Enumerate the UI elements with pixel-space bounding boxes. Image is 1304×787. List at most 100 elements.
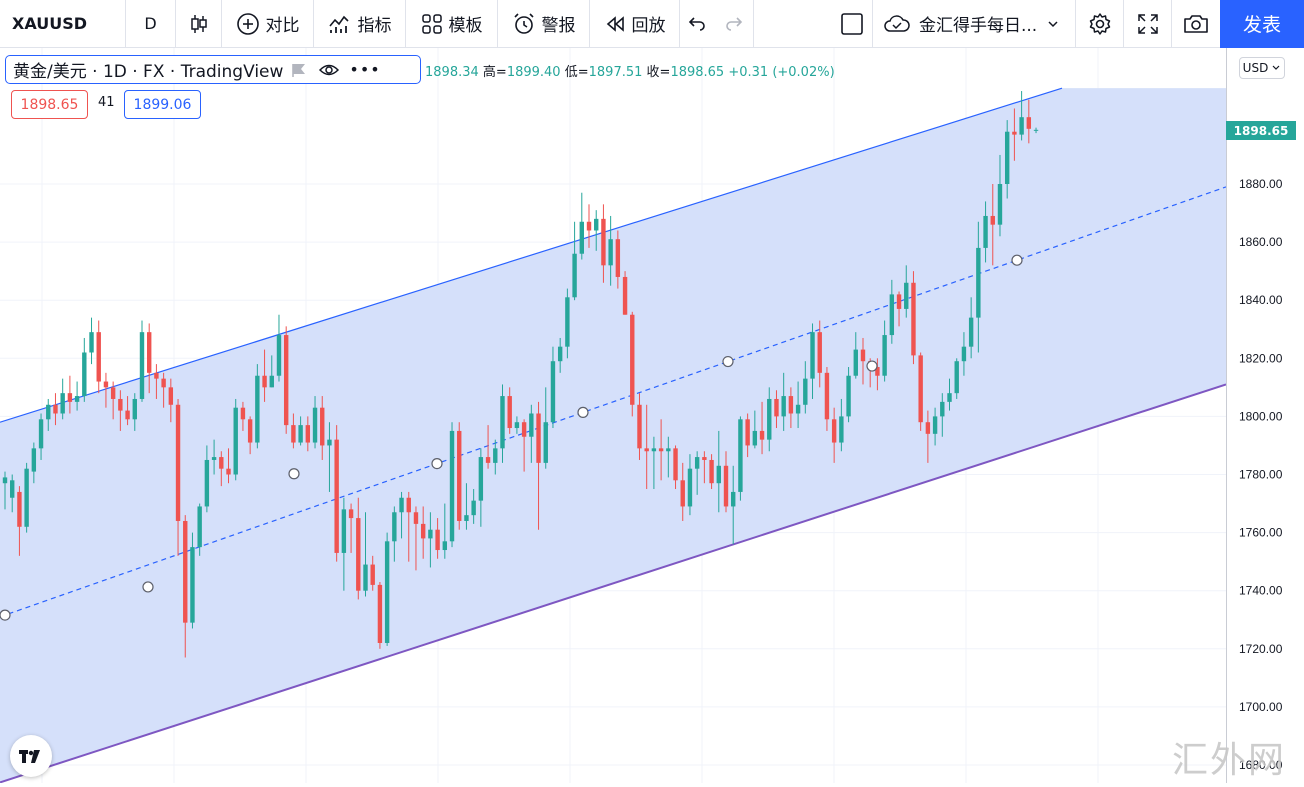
high-value: 1899.40	[506, 65, 561, 80]
candle	[1012, 108, 1017, 161]
plus-circle-icon	[236, 12, 259, 35]
flag-icon[interactable]	[291, 62, 307, 78]
sell-price-button[interactable]: 1898.65	[11, 90, 88, 119]
candle	[190, 532, 195, 629]
candle-body	[89, 332, 94, 353]
indicators-button[interactable]: 指标	[314, 0, 406, 48]
price-tick-label: 1740.00	[1239, 584, 1283, 598]
candle-body	[38, 419, 44, 449]
candle	[1004, 120, 1010, 199]
candle	[702, 451, 707, 484]
redo-button[interactable]	[714, 0, 754, 48]
candle-body	[644, 448, 649, 452]
candle	[370, 555, 375, 591]
top-toolbar: XAUUSD D 对比 指标	[0, 0, 1304, 48]
publish-button[interactable]: 发表	[1220, 0, 1304, 48]
candle	[226, 448, 231, 484]
alert-button[interactable]: 警报	[498, 0, 590, 48]
candle-body	[175, 404, 181, 521]
candle	[1033, 127, 1039, 134]
candle-body	[17, 491, 22, 527]
candle	[514, 416, 520, 434]
candle-body	[255, 375, 260, 443]
anchor-handle[interactable]	[577, 406, 589, 418]
buy-price-button[interactable]: 1899.06	[124, 90, 201, 119]
undo-button[interactable]	[680, 0, 714, 48]
candle-body	[702, 457, 707, 460]
select-rectangle-button[interactable]	[832, 0, 872, 48]
candle-body	[622, 276, 628, 315]
candle-body	[1012, 131, 1017, 135]
candle-body	[904, 282, 909, 309]
candle	[557, 337, 563, 373]
compare-button[interactable]: 对比	[222, 0, 314, 48]
candle	[211, 439, 217, 475]
anchor-handle[interactable]	[431, 457, 443, 470]
anchor-handle[interactable]	[866, 360, 878, 372]
candle-body	[226, 468, 231, 475]
anchor-handle[interactable]	[722, 355, 734, 368]
gear-icon	[1089, 12, 1110, 35]
candle	[990, 184, 995, 266]
rewind-icon	[606, 15, 624, 32]
candle-body	[406, 497, 411, 513]
layout-button[interactable]: 金汇得手每日...	[872, 0, 1076, 48]
candle-body	[46, 404, 51, 420]
candle-body	[183, 520, 188, 623]
close-label: 收=	[646, 65, 671, 80]
price-tick-label: 1800.00	[1239, 409, 1283, 423]
candle-body	[536, 413, 541, 463]
eye-icon[interactable]	[319, 62, 340, 78]
more-icon[interactable]: •••	[349, 60, 381, 79]
candle-body	[31, 448, 37, 472]
candle-body	[276, 335, 282, 376]
price-tick-label: 1860.00	[1239, 235, 1283, 249]
candle-body	[521, 422, 527, 437]
fullscreen-button[interactable]	[1124, 0, 1172, 48]
candle-body	[384, 541, 390, 643]
anchor-handle[interactable]	[142, 581, 154, 593]
symbol-legend[interactable]: 黄金/美元 · 1D · FX · TradingView •••	[5, 55, 421, 84]
candle	[680, 462, 685, 521]
chart-style-button[interactable]	[176, 0, 222, 48]
ohlc-open-tail: 1898.34	[425, 65, 479, 80]
candle-body	[161, 378, 166, 388]
candle-body	[363, 564, 368, 591]
candle	[839, 398, 844, 452]
candle-body	[168, 387, 174, 405]
candle-body	[529, 413, 534, 437]
channel-lower-line[interactable]	[0, 383, 1226, 783]
replay-button[interactable]: 回放	[590, 0, 680, 48]
anchor-handle[interactable]	[1011, 254, 1023, 266]
price-tick-label: 1880.00	[1239, 177, 1283, 191]
spread-value: 41	[98, 95, 115, 110]
candle-body	[74, 396, 80, 402]
interval-button[interactable]: D	[126, 0, 176, 48]
channel-upper-line[interactable]	[0, 87, 1063, 423]
grid-icon	[421, 13, 442, 34]
candle-body	[788, 396, 794, 414]
snapshot-button[interactable]	[1172, 0, 1220, 48]
currency-selector[interactable]: USD	[1239, 57, 1285, 79]
tradingview-logo[interactable]	[10, 735, 52, 777]
candle-body	[889, 294, 895, 336]
candle	[384, 532, 390, 646]
anchor-handle[interactable]	[0, 609, 11, 621]
candle-body	[615, 239, 621, 277]
settings-button[interactable]	[1076, 0, 1124, 48]
symbol-search-button[interactable]: XAUUSD	[0, 0, 126, 48]
chart-canvas[interactable]	[0, 48, 1226, 783]
candle	[658, 419, 664, 481]
anchor-handle[interactable]	[288, 468, 300, 480]
price-tick-label: 1820.00	[1239, 351, 1283, 365]
candle-body	[687, 468, 693, 507]
candle	[240, 401, 246, 431]
candle	[420, 506, 426, 559]
templates-button[interactable]: 模板	[406, 0, 498, 48]
candle-body	[846, 375, 851, 417]
candle	[666, 436, 671, 478]
candle	[168, 378, 174, 423]
price-axis[interactable]: 1880.00 1860.00 1840.00 1820.00 1800.00 1780.…	[1226, 48, 1304, 783]
candle	[932, 407, 938, 446]
candle	[644, 404, 649, 490]
